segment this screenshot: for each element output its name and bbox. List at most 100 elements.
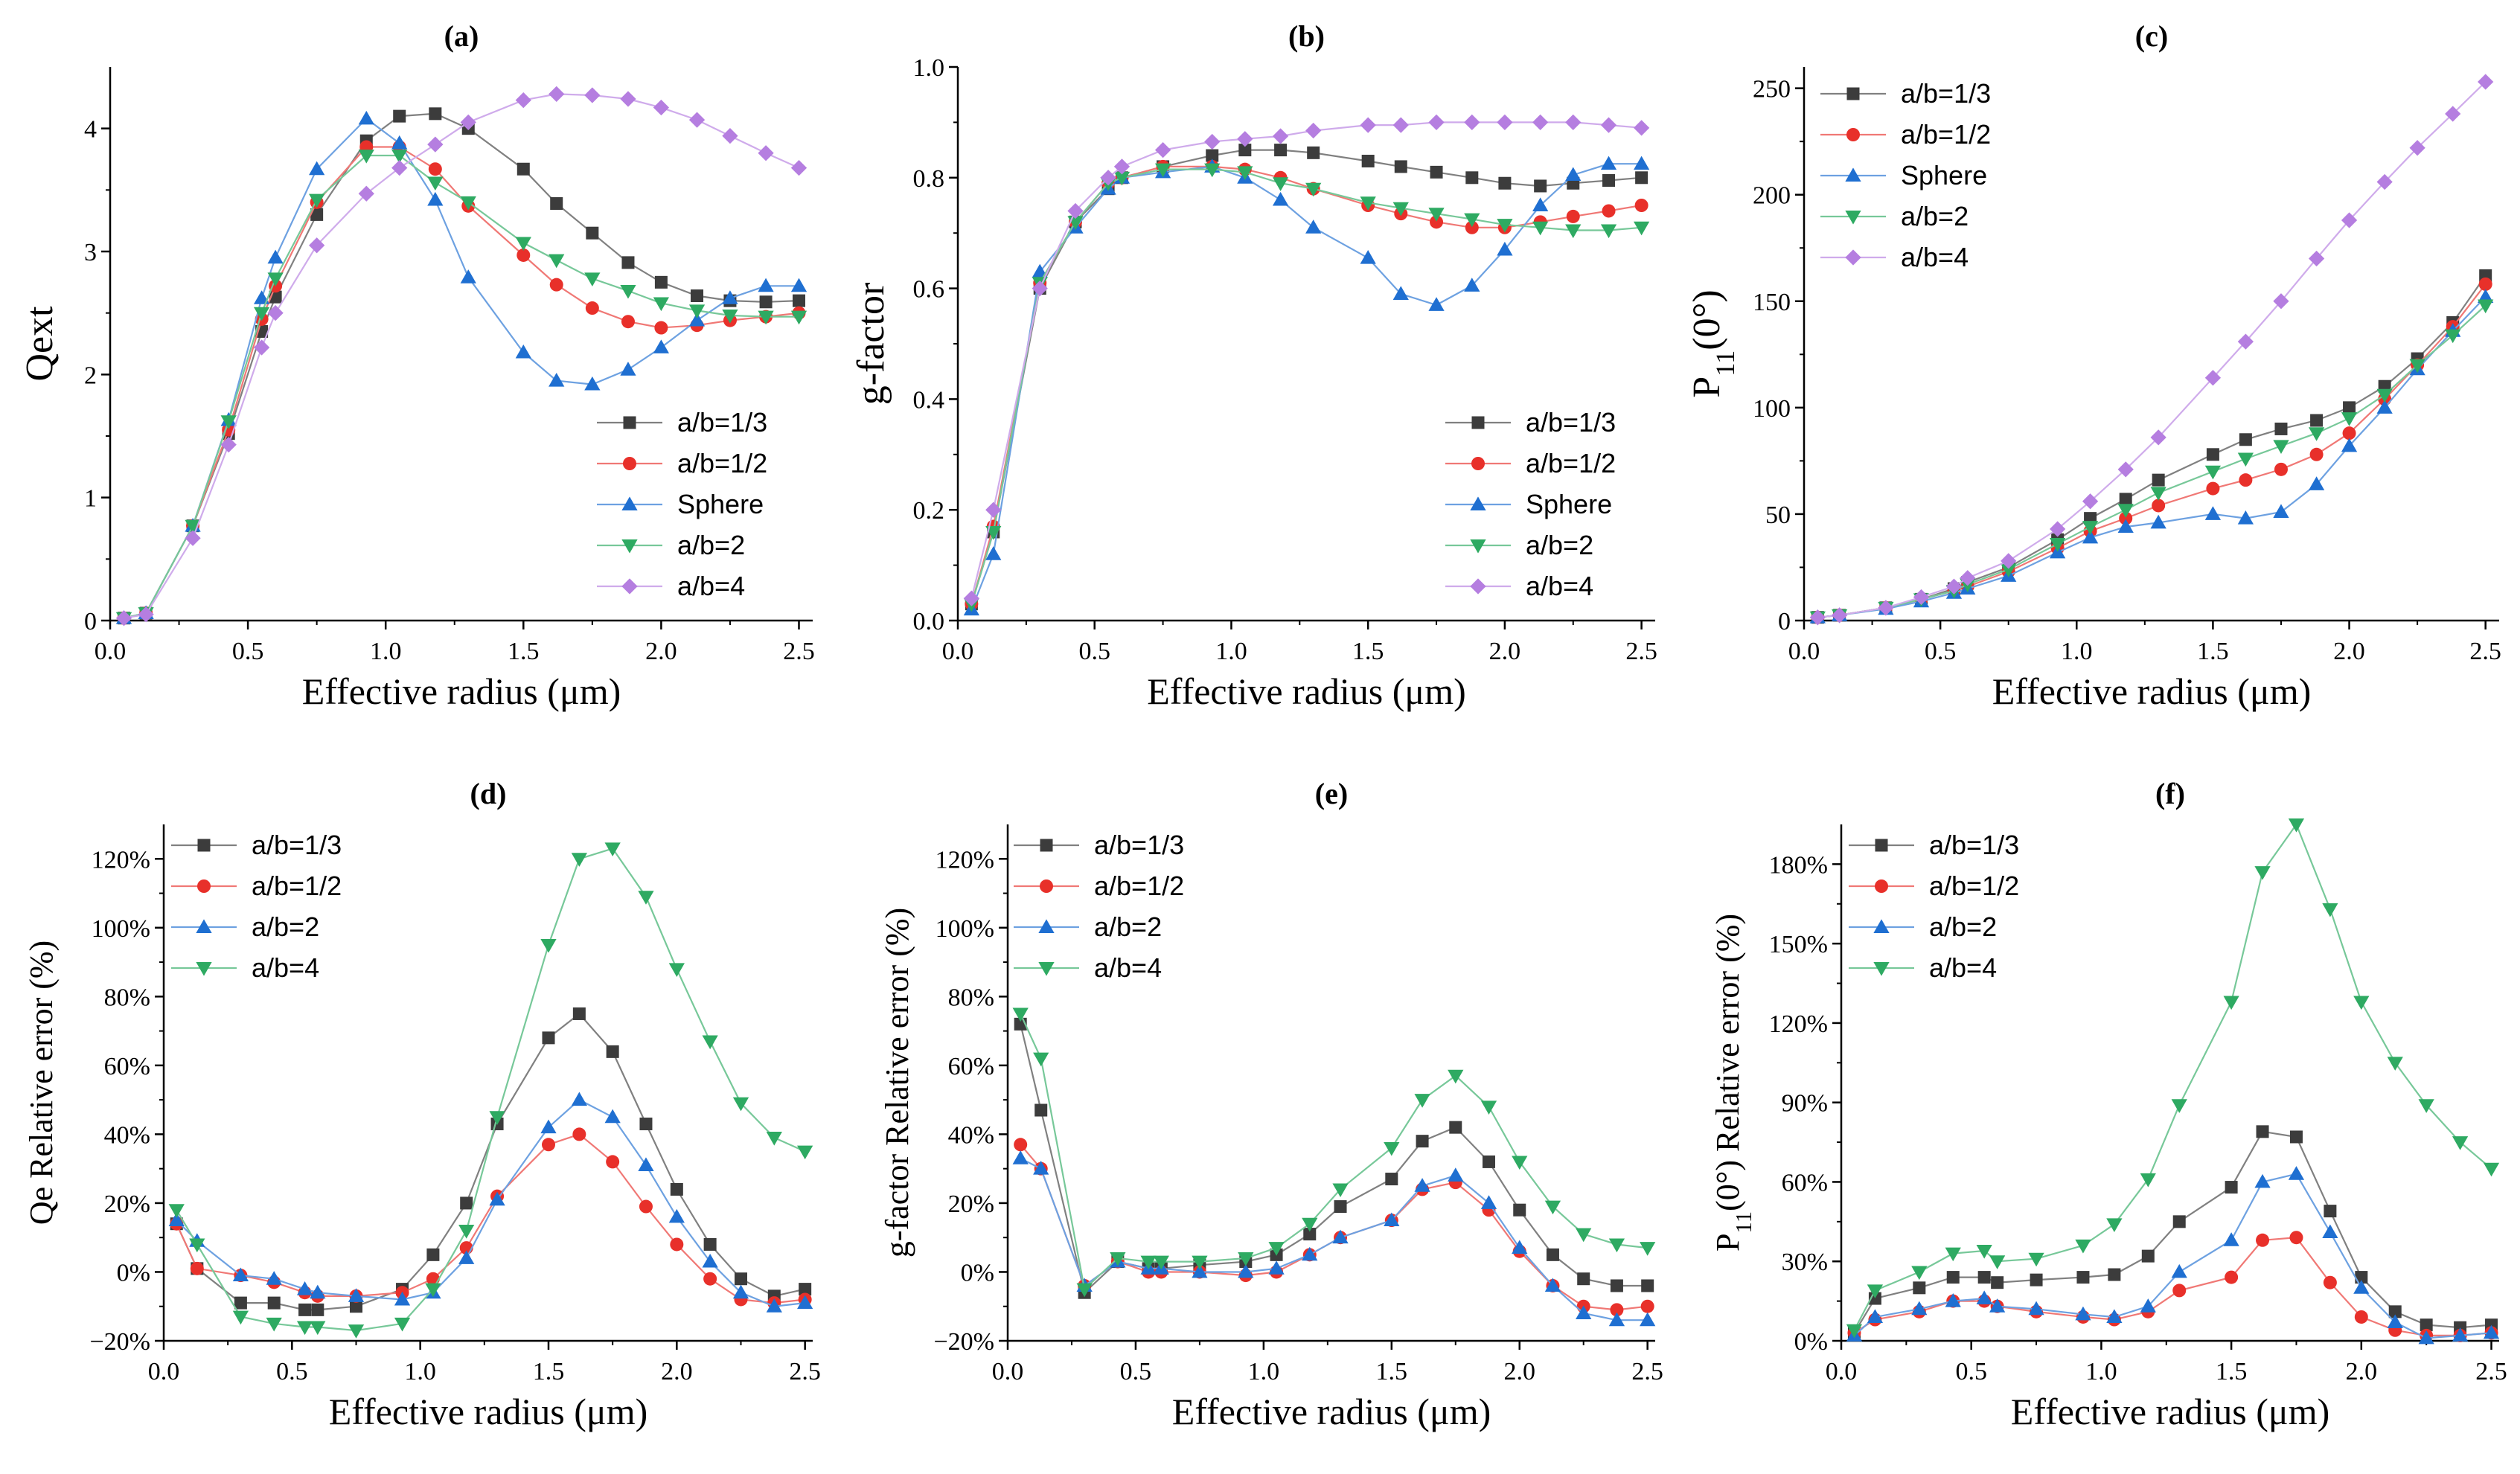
data-point	[1634, 120, 1650, 136]
y-tick-label: 40%	[104, 1121, 150, 1149]
legend-marker	[1846, 128, 1860, 141]
data-point	[1600, 224, 1617, 239]
legend-marker	[621, 539, 638, 554]
data-point	[1302, 1246, 1318, 1261]
data-point	[2237, 452, 2254, 467]
data-point	[1392, 202, 1409, 217]
data-point	[427, 136, 444, 153]
data-point	[2341, 412, 2358, 426]
data-point	[394, 1291, 411, 1306]
data-point	[2140, 1173, 2156, 1188]
data-point	[2028, 1252, 2044, 1267]
data-point	[1480, 1100, 1497, 1115]
data-point	[1640, 1299, 1654, 1313]
data-point	[797, 1295, 813, 1310]
data-point	[758, 310, 774, 325]
data-point	[189, 1238, 205, 1253]
data-point	[2274, 462, 2288, 476]
data-point	[1945, 1247, 1961, 1262]
data-point	[1153, 1255, 1169, 1270]
data-point	[606, 1155, 620, 1169]
chart-title: (e)	[1315, 777, 1348, 810]
x-tick-label: 1.0	[1215, 638, 1247, 665]
data-point	[2172, 1284, 2187, 1298]
legend-label: a/b=1/3	[677, 407, 767, 438]
data-point	[1332, 1183, 1349, 1198]
data-point	[2171, 1099, 2187, 1113]
data-point	[1946, 1271, 1960, 1284]
chart-title: (a)	[444, 19, 479, 53]
data-point	[585, 301, 599, 315]
y-tick-label: 0.8	[913, 165, 945, 193]
data-point	[2117, 504, 2134, 518]
legend-label: a/b=1/3	[252, 830, 342, 860]
data-point	[1392, 117, 1409, 133]
data-point	[234, 1296, 247, 1310]
legend-label: a/b=2	[1929, 911, 1997, 942]
data-point	[1846, 1324, 1863, 1339]
data-point	[1976, 1245, 1992, 1259]
data-point	[458, 1224, 475, 1239]
data-point	[1113, 158, 1131, 175]
data-point	[2076, 1271, 2090, 1284]
data-point	[348, 1288, 365, 1302]
series-line	[1853, 822, 2492, 1331]
data-point	[1206, 149, 1219, 162]
data-point	[985, 546, 1002, 560]
legend-label: a/b=4	[1094, 952, 1162, 983]
data-point	[604, 1109, 621, 1124]
y-tick-label: 150	[1753, 289, 1791, 316]
legend-marker	[1845, 211, 1861, 225]
data-point	[2418, 1330, 2434, 1345]
data-point	[1414, 1094, 1430, 1108]
data-point	[1482, 1155, 1495, 1168]
data-point	[2206, 481, 2220, 496]
data-point	[572, 1007, 586, 1020]
data-point	[1867, 1284, 1884, 1299]
data-point	[1610, 1303, 1624, 1317]
data-point	[394, 1317, 411, 1332]
data-point	[2152, 473, 2165, 487]
data-point	[460, 1196, 473, 1210]
data-point	[1274, 144, 1288, 157]
data-point	[2478, 299, 2494, 314]
data-point	[1977, 1271, 1991, 1284]
data-point	[1809, 609, 1826, 626]
data-point	[2341, 438, 2358, 452]
data-point	[1640, 1312, 1656, 1327]
data-point	[1913, 589, 1930, 606]
data-point	[185, 530, 201, 546]
y-tick-label: 50	[1765, 502, 1791, 529]
data-point	[2082, 521, 2099, 535]
data-point	[1303, 1228, 1317, 1241]
y-tick-label: 0.4	[913, 386, 945, 414]
data-point	[732, 1097, 749, 1112]
x-tick-label: 0.5	[1078, 638, 1110, 665]
data-point	[2001, 563, 2017, 577]
data-point	[1945, 1292, 1961, 1307]
data-point	[732, 1284, 749, 1299]
series-a-b-4	[1809, 74, 2494, 626]
data-point	[460, 114, 476, 131]
data-point	[2237, 333, 2254, 350]
y-tick-label: 80%	[104, 984, 150, 1011]
y-tick-label: 4	[84, 116, 97, 144]
data-point	[267, 1296, 281, 1310]
data-point	[515, 237, 531, 251]
x-tick-label: 2.0	[1489, 638, 1521, 665]
x-tick-label: 1.5	[2216, 1358, 2248, 1385]
data-point	[1640, 1242, 1656, 1256]
series-a-b-2	[168, 1092, 813, 1313]
series-a-b-2	[1846, 1166, 2500, 1345]
legend-label: Sphere	[1901, 160, 1987, 190]
data-point	[2223, 1232, 2239, 1246]
chart-title: (d)	[470, 777, 507, 810]
data-point	[1600, 156, 1617, 170]
data-point	[2387, 1314, 2403, 1329]
data-point	[1576, 1228, 1592, 1243]
series-line	[124, 154, 799, 619]
data-point	[540, 938, 557, 953]
data-point	[1140, 1255, 1157, 1270]
data-point	[2418, 1099, 2434, 1113]
chart-panel-e: (e) 0.0 0.5 1.0 1.5 2.0 2.5 −20% 0% 20% 40% 60% 80% 1…	[879, 777, 1663, 1432]
